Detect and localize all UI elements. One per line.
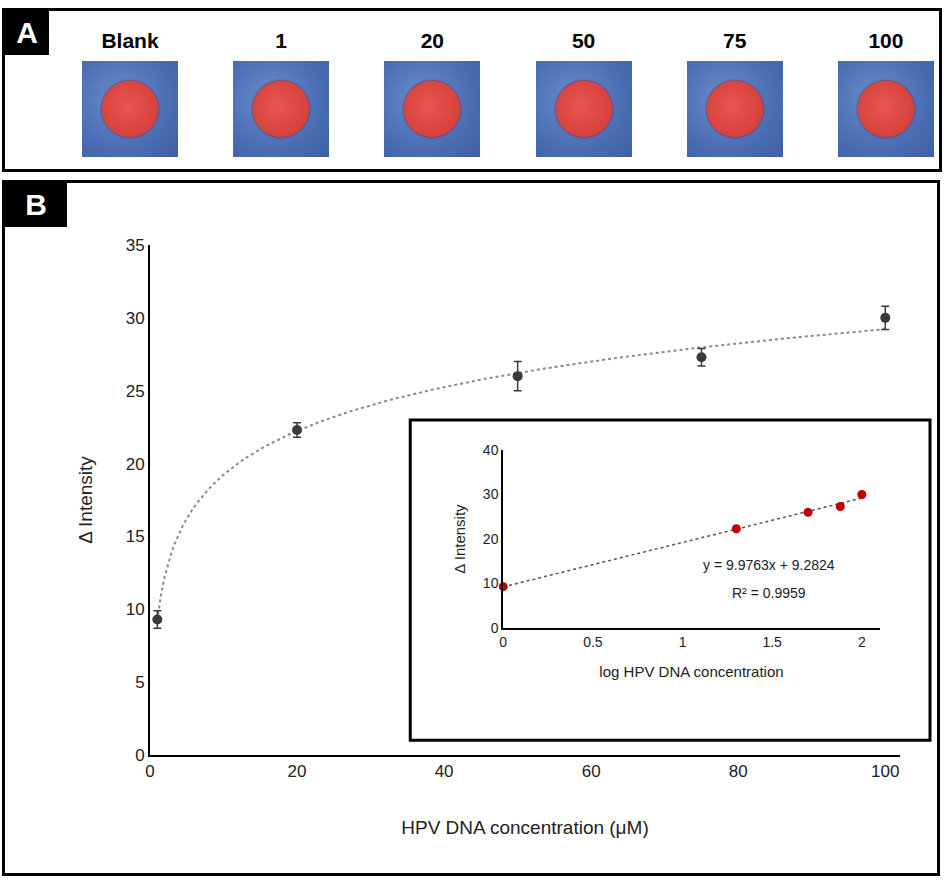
svg-text:35: 35 <box>126 236 145 255</box>
svg-text:0.5: 0.5 <box>583 634 603 650</box>
svg-text:40: 40 <box>483 442 499 458</box>
svg-text:2: 2 <box>858 634 866 650</box>
html-text:Blank: Blank <box>101 29 159 52</box>
svg-text:10: 10 <box>483 575 499 591</box>
svg-text:0: 0 <box>499 634 507 650</box>
html-text:20: 20 <box>420 29 444 52</box>
svg-text:15: 15 <box>126 527 145 546</box>
svg-text:R² = 0.9959: R² = 0.9959 <box>732 585 806 601</box>
svg-text:log HPV DNA concentration: log HPV DNA concentration <box>599 663 783 680</box>
html-text:1: 1 <box>275 29 287 52</box>
svg-text:HPV DNA concentration (μM): HPV DNA concentration (μM) <box>401 817 648 838</box>
svg-text:100: 100 <box>871 762 899 781</box>
svg-text:0: 0 <box>491 620 499 636</box>
svg-text:30: 30 <box>483 486 499 502</box>
html-text:100: 100 <box>868 29 904 52</box>
html-text:50: 50 <box>571 29 596 52</box>
svg-text:20: 20 <box>126 455 145 474</box>
svg-text:20: 20 <box>483 531 499 547</box>
svg-text:60: 60 <box>582 762 601 781</box>
html-text:A: A <box>16 16 38 49</box>
svg-text:1.5: 1.5 <box>762 634 782 650</box>
html-text:B: B <box>25 188 47 221</box>
svg-text:20: 20 <box>288 762 307 781</box>
svg-text:25: 25 <box>126 382 145 401</box>
html-text:75: 75 <box>723 29 747 52</box>
svg-text:y = 9.9763x + 9.2824: y = 9.9763x + 9.2824 <box>703 557 835 573</box>
svg-text:0: 0 <box>145 762 154 781</box>
svg-text:10: 10 <box>126 600 145 619</box>
svg-text:30: 30 <box>126 309 145 328</box>
svg-text:5: 5 <box>135 673 144 692</box>
svg-text:0: 0 <box>135 746 144 765</box>
svg-text:Δ Intensity: Δ Intensity <box>75 456 96 544</box>
svg-text:40: 40 <box>435 762 454 781</box>
svg-text:1: 1 <box>679 634 687 650</box>
svg-text:Δ Intensity: Δ Intensity <box>451 504 468 574</box>
svg-text:80: 80 <box>729 762 748 781</box>
